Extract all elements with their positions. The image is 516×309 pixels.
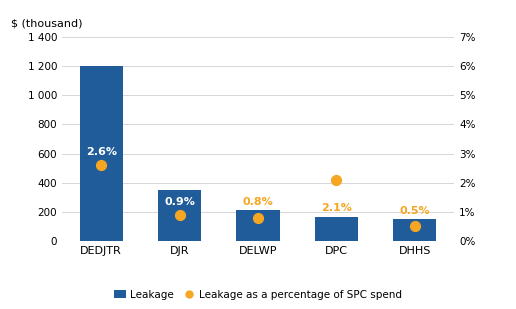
- Point: [97, 163, 105, 168]
- Text: 2.6%: 2.6%: [86, 147, 117, 157]
- Bar: [393, 219, 437, 241]
- Text: $ (thousand): $ (thousand): [11, 19, 83, 29]
- Point: [175, 212, 184, 217]
- Text: 0.8%: 0.8%: [243, 197, 273, 207]
- Text: 2.1%: 2.1%: [321, 203, 352, 213]
- Point: [254, 215, 262, 220]
- Bar: [158, 190, 201, 241]
- Point: [411, 224, 419, 229]
- Bar: [236, 210, 280, 241]
- Legend: Leakage, Leakage as a percentage of SPC spend: Leakage, Leakage as a percentage of SPC …: [109, 286, 407, 304]
- Text: 0.9%: 0.9%: [164, 197, 195, 207]
- Bar: [315, 217, 358, 241]
- Bar: [79, 66, 123, 241]
- Point: [332, 177, 341, 182]
- Text: 0.5%: 0.5%: [399, 205, 430, 216]
